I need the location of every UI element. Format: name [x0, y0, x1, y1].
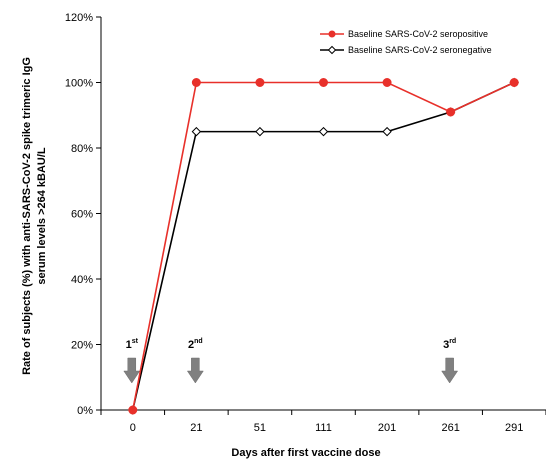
dose-arrow — [123, 357, 141, 384]
seronegative-marker — [255, 126, 265, 137]
seropositive-marker — [128, 405, 138, 415]
seronegative-marker — [318, 126, 329, 137]
y-tick-label: 100% — [65, 78, 93, 90]
legend-label: Baseline SARS-CoV-2 seropositive — [348, 29, 488, 39]
axes — [100, 17, 546, 411]
y-axis-label: Rate of subjects (%) with anti-SARS-CoV-… — [21, 57, 48, 375]
y-tick-label: 120% — [65, 12, 93, 24]
x-tick-label: 51 — [254, 422, 266, 434]
x-tick-label: 201 — [378, 422, 396, 434]
dose-label-number: 1 — [126, 339, 132, 351]
seropositive-marker — [446, 107, 456, 117]
seropositive-marker — [382, 78, 392, 87]
seropositive-marker — [191, 78, 201, 87]
y-tick-label: 0% — [77, 405, 93, 417]
y-axis-label-line-1: Rate of subjects (%) with anti-SARS-CoV-… — [21, 57, 33, 375]
seronegative-marker — [191, 126, 202, 137]
dose-label: 2nd — [188, 338, 203, 351]
x-ticks: 0 21 51 111 201 261 291 — [100, 410, 546, 434]
x-axis-label: Days after first vaccine dose — [231, 447, 380, 459]
dose-arrow — [441, 357, 459, 384]
y-tick-label: 40% — [71, 274, 93, 286]
legend: Baseline SARS-CoV-2 seropositive Baseline… — [320, 29, 492, 55]
y-ticks: 0% 20% 40% 60% 80% 100% 120% — [65, 12, 101, 417]
legend-marker — [328, 30, 336, 38]
dose-label-suffix: rd — [449, 338, 456, 345]
legend-label: Baseline SARS-CoV-2 seronegative — [348, 45, 492, 55]
y-axis-label-line-2: serum levels >264 kBAU/L — [36, 147, 48, 285]
x-tick-label: 111 — [315, 422, 332, 434]
dose-label-suffix: nd — [194, 338, 203, 345]
x-tick-label: 21 — [190, 422, 202, 434]
seropositive-marker — [255, 78, 265, 87]
dose-arrow — [186, 357, 204, 384]
dose-label-number: 3 — [443, 339, 449, 351]
series-lines — [128, 77, 519, 415]
dose-label: 3rd — [443, 338, 456, 351]
dose-label-suffix: st — [132, 338, 139, 345]
seropositive-marker — [509, 78, 519, 87]
dose-annotations: 1st 2nd 3rd — [123, 338, 459, 384]
x-tick-label: 0 — [130, 422, 136, 434]
y-tick-label: 80% — [71, 143, 93, 155]
y-tick-label: 20% — [71, 340, 93, 352]
seronegative-marker — [382, 126, 392, 137]
dose-label: 1st — [126, 338, 139, 351]
dose-label-number: 2 — [188, 339, 194, 351]
y-tick-label: 60% — [71, 209, 93, 221]
legend-marker — [327, 45, 337, 55]
x-tick-label: 261 — [441, 422, 459, 434]
x-tick-label: 291 — [505, 422, 523, 434]
seropositive-marker — [319, 78, 328, 87]
